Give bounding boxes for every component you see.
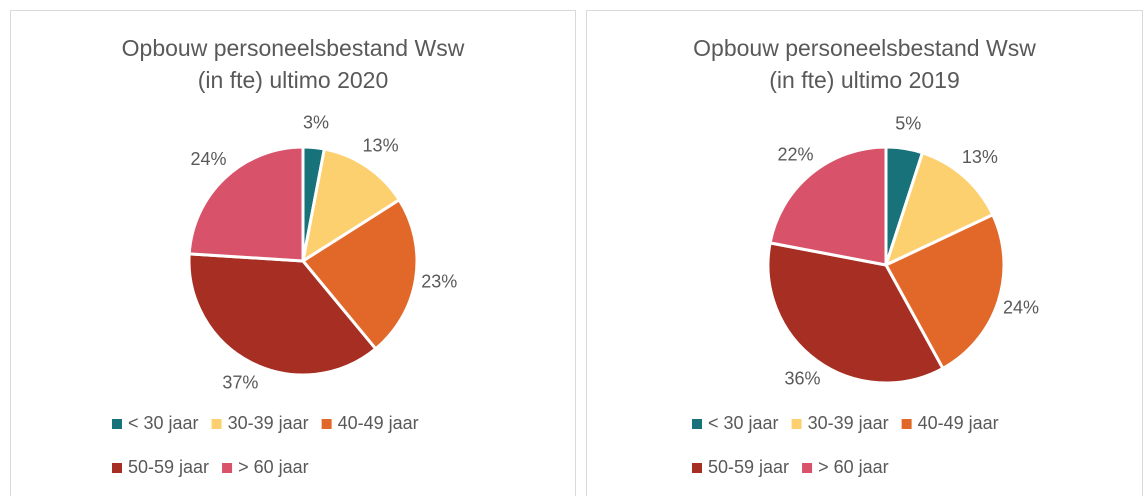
- pie-slice: [300, 147, 402, 265]
- legend-swatch: [791, 419, 802, 429]
- legend-label: 30-39 jaar: [228, 413, 309, 433]
- legend-label: 40-49 jaar: [338, 413, 419, 433]
- pie-slice: [883, 212, 1006, 371]
- chart-title: Opbouw personeelsbestand Wsw: [693, 35, 1036, 61]
- data-label: 5%: [895, 113, 921, 133]
- legend-label: 50-59 jaar: [708, 457, 789, 477]
- legend-swatch: [321, 419, 332, 429]
- legend-swatch: [692, 463, 702, 473]
- data-label: 23%: [421, 271, 457, 291]
- data-label: 13%: [363, 136, 399, 156]
- legend-swatch: [802, 463, 813, 473]
- chart-title: Opbouw personeelsbestand Wsw: [122, 35, 465, 61]
- data-label: 3%: [303, 112, 329, 132]
- legend-label: < 30 jaar: [128, 413, 199, 433]
- legend-swatch: [901, 419, 912, 429]
- data-label: 37%: [222, 373, 258, 393]
- pie-slice: [768, 145, 888, 267]
- pie-slice: [300, 197, 419, 351]
- legend-label: 50-59 jaar: [128, 457, 209, 477]
- legend-swatch: [112, 419, 122, 429]
- legend-label: 40-49 jaar: [918, 413, 999, 433]
- legend-swatch: [112, 463, 122, 473]
- pie-slice: [187, 145, 305, 263]
- legend-swatch: [692, 419, 702, 429]
- legend-label: > 60 jaar: [818, 457, 889, 477]
- legend-swatch: [211, 419, 222, 429]
- chart-title: (in fte) ultimo 2019: [769, 67, 959, 93]
- data-label: 24%: [1003, 298, 1039, 318]
- legend-label: > 60 jaar: [238, 457, 309, 477]
- pie-slice: [883, 150, 995, 268]
- data-label: 22%: [777, 144, 813, 164]
- pie-slice: [187, 252, 378, 377]
- legend-swatch: [222, 463, 233, 473]
- pie-slice: [766, 241, 945, 385]
- legend-label: 30-39 jaar: [808, 413, 889, 433]
- data-label: 24%: [191, 149, 227, 169]
- data-label: 36%: [785, 369, 821, 389]
- legend-label: < 30 jaar: [708, 413, 779, 433]
- chart-title: (in fte) ultimo 2020: [198, 67, 388, 93]
- data-label: 13%: [962, 147, 998, 167]
